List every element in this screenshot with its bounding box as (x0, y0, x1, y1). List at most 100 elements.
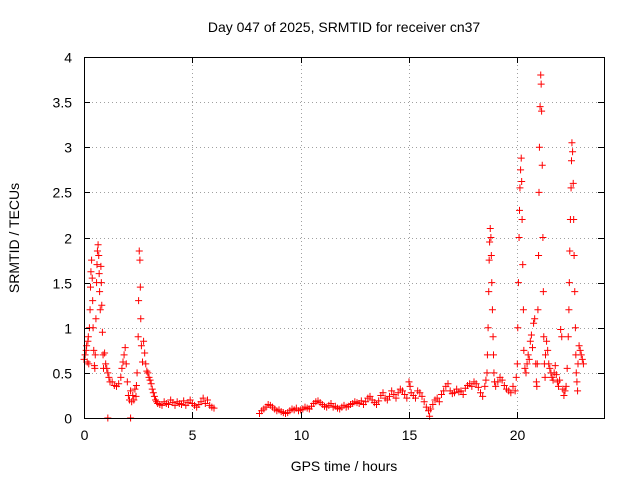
data-point (131, 385, 139, 393)
data-point (569, 148, 577, 156)
y-tick-label: 3.5 (53, 95, 73, 111)
data-point (546, 364, 554, 372)
data-point (152, 396, 159, 404)
data-point (572, 369, 580, 377)
data-point (498, 376, 506, 384)
x-tick-label: 15 (402, 427, 418, 443)
data-point (94, 241, 102, 249)
data-point (366, 392, 374, 400)
data-point (549, 376, 557, 384)
y-axis-label: SRMTID / TECUs (6, 183, 22, 293)
data-point (561, 387, 569, 395)
data-point (518, 178, 526, 186)
data-point (562, 382, 570, 390)
data-point (523, 360, 531, 368)
data-point (560, 391, 568, 399)
data-point (180, 397, 188, 405)
data-point (564, 333, 572, 341)
y-tick-label: 4 (64, 50, 72, 66)
data-point (149, 389, 157, 397)
data-point (557, 326, 565, 334)
data-point (327, 400, 335, 408)
data-point (392, 394, 400, 402)
data-point (538, 107, 546, 115)
data-point (117, 373, 125, 381)
data-point (399, 387, 406, 395)
data-point (401, 391, 409, 399)
x-tick-label: 20 (510, 427, 526, 443)
data-point (394, 389, 402, 397)
data-point (95, 252, 103, 260)
data-point (105, 373, 113, 381)
y-tick-label: 1.5 (53, 276, 73, 292)
data-point (535, 143, 543, 151)
data-point (542, 351, 549, 359)
data-point (474, 383, 482, 391)
data-point (522, 369, 530, 377)
data-point (543, 337, 551, 345)
data-point (137, 342, 145, 350)
data-point (405, 378, 413, 386)
data-point (87, 268, 95, 276)
data-point (129, 391, 137, 399)
data-point (93, 261, 101, 269)
data-point (141, 349, 149, 357)
data-point (545, 360, 553, 368)
data-point (81, 351, 89, 359)
data-point (135, 247, 143, 255)
data-point (479, 392, 487, 400)
data-point (556, 376, 564, 384)
data-point (571, 324, 579, 332)
data-point (488, 306, 496, 314)
data-point (104, 369, 112, 377)
data-point (197, 398, 205, 406)
data-point (148, 385, 156, 393)
data-point (490, 351, 497, 359)
data-point (171, 401, 179, 409)
data-point (406, 382, 414, 390)
data-point (103, 364, 111, 372)
data-point (379, 389, 387, 397)
data-point (140, 337, 148, 345)
data-point (120, 351, 128, 359)
data-point (199, 394, 207, 402)
data-point (567, 184, 575, 192)
chart-title: Day 047 of 2025, SRMTID for receiver cn3… (208, 19, 481, 35)
data-point (568, 157, 575, 165)
data-point (492, 382, 500, 390)
data-point (576, 346, 584, 354)
data-point (93, 247, 101, 255)
data-point (416, 389, 424, 397)
data-point (418, 392, 426, 400)
data-point (375, 397, 383, 405)
data-point (485, 288, 493, 296)
data-point (484, 324, 492, 332)
data-point (566, 247, 574, 255)
data-point (477, 389, 484, 397)
data-point (165, 400, 172, 408)
data-point (472, 380, 480, 388)
data-point (520, 346, 528, 354)
data-point (134, 333, 142, 341)
data-point (570, 215, 578, 223)
data-point (122, 360, 130, 368)
data-point (147, 380, 155, 388)
data-point (204, 396, 211, 404)
data-point (135, 297, 143, 305)
data-point (102, 360, 110, 368)
data-point (127, 387, 135, 395)
data-point (513, 360, 521, 368)
data-point (526, 337, 534, 345)
data-point (139, 358, 146, 366)
data-point (132, 382, 140, 390)
data-point (563, 364, 571, 372)
data-point (88, 256, 96, 264)
data-point (535, 188, 543, 196)
data-point (575, 342, 583, 350)
data-point (186, 396, 194, 404)
data-point (89, 297, 97, 305)
data-point (98, 301, 106, 309)
data-point (85, 360, 93, 368)
grid-lines (84, 57, 604, 418)
